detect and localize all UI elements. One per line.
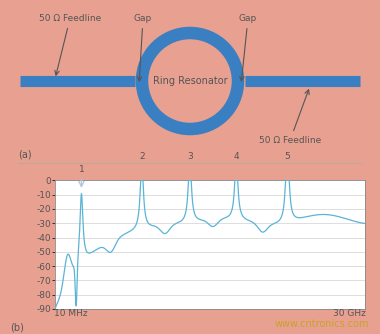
Text: 2: 2 (139, 152, 145, 161)
Text: 3: 3 (187, 152, 193, 161)
Text: 4: 4 (233, 152, 239, 161)
Text: 50 Ω Feedline: 50 Ω Feedline (259, 90, 321, 145)
Text: 50 Ω Feedline: 50 Ω Feedline (39, 14, 101, 75)
Text: 10 MHz: 10 MHz (54, 309, 87, 318)
Text: Gap: Gap (239, 14, 257, 81)
Text: Ring Resonator: Ring Resonator (153, 76, 227, 86)
Text: (b): (b) (10, 323, 24, 333)
Text: (a): (a) (18, 149, 32, 159)
Text: www.cntronics.com: www.cntronics.com (274, 319, 369, 329)
Text: 1: 1 (79, 165, 84, 174)
Text: Gap: Gap (134, 14, 152, 81)
Text: 30 GHz: 30 GHz (334, 309, 366, 318)
Text: 5: 5 (285, 152, 290, 161)
